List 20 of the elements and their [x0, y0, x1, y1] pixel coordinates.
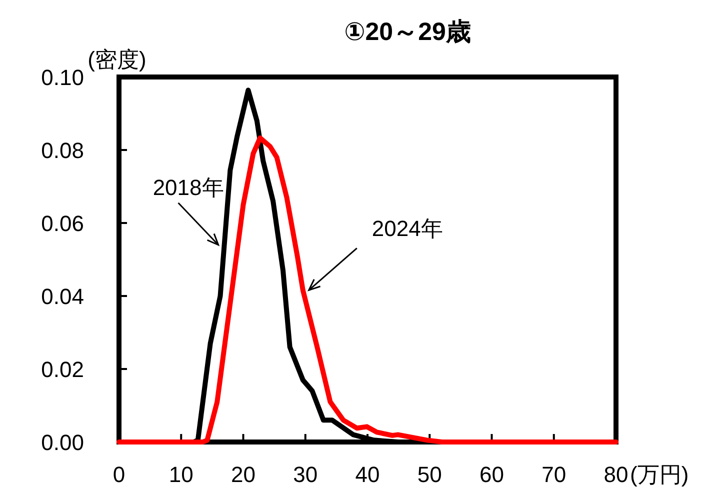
annotation: 2018年 — [152, 174, 224, 200]
x-tick-label: 80 — [604, 462, 628, 487]
y-tick-label: 0.02 — [41, 357, 84, 382]
x-tick-label: 60 — [480, 462, 504, 487]
y-tick-label: 0.04 — [41, 284, 84, 309]
y-tick-label: 0.00 — [41, 430, 84, 455]
x-tick-label: 30 — [293, 462, 318, 487]
x-tick-label: 10 — [168, 462, 194, 487]
y-tick-label: 0.10 — [41, 65, 84, 90]
x-axis-title: (万円) — [630, 462, 689, 487]
y-tick-label: 0.06 — [41, 211, 84, 236]
x-tick-label: 70 — [542, 462, 566, 487]
y-axis-title: (密度) — [88, 47, 146, 72]
x-tick-label: 20 — [231, 462, 256, 487]
annotation: 2024年 — [372, 216, 443, 242]
x-tick-label: 50 — [417, 462, 442, 487]
y-tick-label: 0.08 — [41, 138, 84, 163]
chart-title: ①20～29歳 — [344, 18, 471, 46]
x-tick-label: 0 — [112, 462, 126, 487]
x-tick-label: 40 — [355, 462, 380, 487]
